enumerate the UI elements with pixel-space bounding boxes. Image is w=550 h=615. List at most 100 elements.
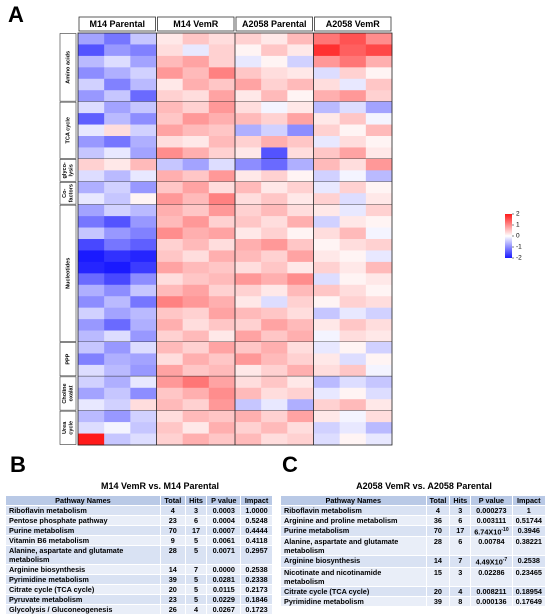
heatmap-cell [208, 376, 236, 389]
heatmap-cell [208, 113, 236, 125]
heatmap-cell [339, 158, 367, 171]
heatmap-cell [78, 204, 105, 217]
heatmap-cell [208, 364, 236, 377]
heatmap-cell [261, 181, 288, 194]
heatmap-cell [78, 90, 105, 102]
heatmap-cell [182, 158, 210, 171]
heatmap-cell [78, 342, 105, 354]
heatmap-cell [104, 55, 131, 68]
table-row: Citrate cycle (TCA cycle) 20 5 0.0115 0.2173 [5, 584, 273, 595]
heatmap-cell [261, 284, 288, 297]
table-cell: Riboflavin metabolism [5, 505, 161, 516]
heatmap-cell [365, 376, 393, 389]
heatmap-cell [261, 55, 288, 68]
heatmap-cell [365, 296, 393, 308]
table-cell: Citrate cycle (TCA cycle) [280, 585, 427, 597]
heatmap-cell [156, 422, 183, 434]
heatmap-cell [365, 342, 393, 354]
table-cell: 0.02286 [470, 566, 513, 587]
heatmap-cell [104, 387, 131, 400]
heatmap-cell [287, 399, 314, 411]
table-cell: Pentose phosphate pathway [5, 515, 161, 526]
heatmap-cell [156, 319, 183, 331]
heatmap-cell [235, 101, 262, 114]
table-cell: 39 [159, 574, 186, 585]
panel-label: C [282, 452, 298, 477]
heatmap-cell [261, 216, 288, 228]
heatmap-cell [182, 353, 210, 366]
heatmap-cell [104, 433, 131, 446]
heatmap-cell [235, 319, 262, 331]
table-cell: 39 [425, 595, 451, 607]
heatmap-cell [313, 44, 340, 57]
heatmap-cell [287, 193, 314, 205]
group-label: Urea [62, 421, 68, 434]
heatmap-cell [235, 261, 262, 274]
heatmap-cell [261, 342, 288, 354]
heatmap-cell [313, 273, 340, 286]
heatmap-cell [104, 376, 131, 389]
heatmap-cell [339, 90, 367, 102]
heatmap-cell [287, 307, 314, 320]
heatmap-cell [287, 239, 314, 251]
table-cell: 36 [425, 515, 451, 526]
heatmap-cell [182, 261, 210, 274]
table-cell: 0.003111 [470, 515, 513, 526]
heatmap-cell [339, 239, 367, 251]
heatmap-cell [235, 342, 262, 354]
heatmap-cell [182, 273, 210, 286]
heatmap-cell [313, 136, 340, 148]
table-cell: 3 [449, 505, 472, 516]
heatmap-cell [156, 124, 183, 137]
p-value-exponent: -7 [502, 557, 508, 564]
heatmap-cell [365, 399, 393, 411]
heatmap-cell [208, 330, 236, 343]
heatmap-cell [156, 307, 183, 320]
heatmap-cell [313, 353, 340, 366]
group-box [59, 181, 77, 205]
heatmap-cell [235, 284, 262, 297]
heatmap-cell [261, 399, 288, 411]
table-row: Pyruvate metabolism 23 5 0.0229 0.1846 [5, 594, 273, 605]
heatmap-cell [156, 353, 183, 366]
table-cell: 4.49X10-7 [470, 555, 513, 568]
heatmap-cell [339, 353, 367, 366]
heatmap-cell [339, 124, 367, 137]
heatmap-cell [156, 33, 183, 45]
heatmap-cell [339, 342, 367, 354]
heatmap-cell [182, 204, 210, 217]
group-label: Nucleotides [65, 258, 71, 289]
heatmap-cell [339, 376, 367, 389]
heatmap-cell [182, 342, 210, 354]
heatmap-cell [261, 170, 288, 183]
group-label: Amino acids [65, 51, 71, 84]
table-cell: Purine metabolism [5, 525, 161, 536]
heatmap-cell [104, 78, 131, 91]
heatmap-cell [182, 410, 210, 423]
heatmap-cell [208, 193, 236, 205]
heatmap-cell [156, 239, 183, 251]
heatmap-cell [261, 147, 288, 160]
heatmap-cell [182, 33, 210, 45]
column-header: A2058 Parental [242, 19, 307, 29]
heatmap-cell [365, 433, 393, 446]
column-header: P value [206, 495, 242, 506]
table-row: Purine metabolism 70 17 6.74X10-10 0.3946 [280, 524, 547, 538]
heatmap-cell [78, 261, 105, 274]
heatmap-cell [287, 113, 314, 125]
heatmap-cell [182, 307, 210, 320]
heatmap-cell [130, 239, 157, 251]
heatmap-cell [313, 284, 340, 297]
heatmap-cell [156, 67, 183, 80]
heatmap-cell [287, 147, 314, 160]
heatmap-cell [235, 364, 262, 377]
heatmap-cell [287, 216, 314, 228]
table-cell: 0.000136 [470, 595, 513, 607]
table-cell: 0.2538 [511, 555, 547, 568]
heatmap-cell [182, 101, 210, 114]
table-cell: Glycolysis / Gluconeogenesis [5, 604, 161, 615]
heatmap-cell [182, 67, 210, 80]
heatmap-cell [365, 239, 393, 251]
